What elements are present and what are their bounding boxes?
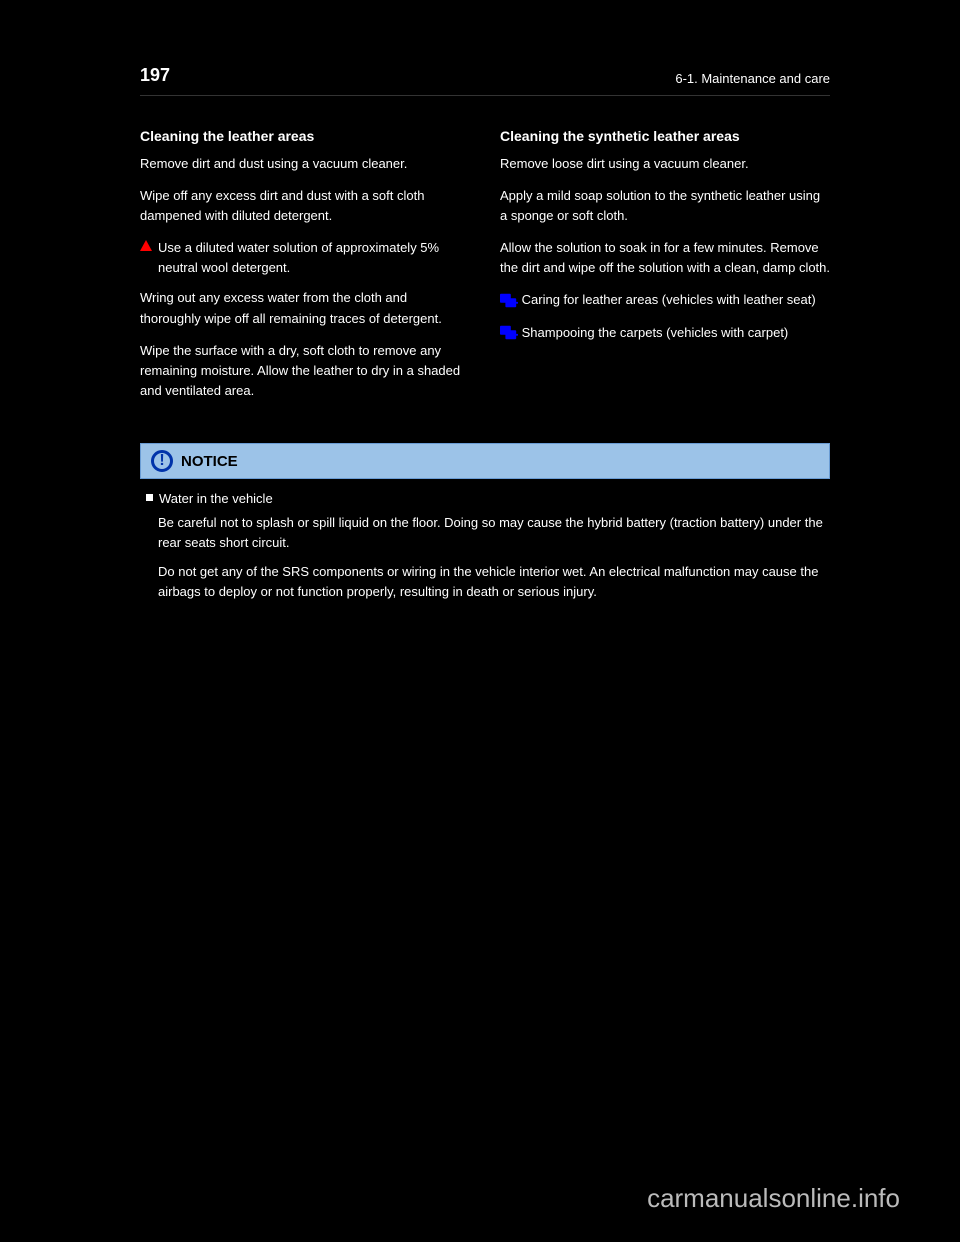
- warning-triangle-icon: [140, 240, 152, 251]
- notice-item-1-title: Water in the vehicle: [159, 489, 273, 509]
- left-bullet-4: Wring out any excess water from the clot…: [140, 288, 470, 328]
- page-number: 197: [140, 65, 170, 86]
- section-label: 6-1. Maintenance and care: [675, 71, 830, 86]
- link-icon[interactable]: [500, 326, 518, 340]
- related-link-1[interactable]: Caring for leather areas (vehicles with …: [522, 292, 816, 307]
- square-bullet-icon: [146, 494, 153, 501]
- left-bullet-2: Wipe off any excess dirt and dust with a…: [140, 186, 470, 226]
- notice-item-1: Water in the vehicle: [146, 489, 830, 509]
- link-icon[interactable]: [500, 294, 518, 308]
- right-bullet-3: Allow the solution to soak in for a few …: [500, 238, 830, 278]
- left-bullet-1: Remove dirt and dust using a vacuum clea…: [140, 154, 470, 174]
- notice-box: ! NOTICE: [140, 443, 830, 479]
- related-link-2[interactable]: Shampooing the carpets (vehicles with ca…: [522, 325, 789, 340]
- page-container: 197 6-1. Maintenance and care Cleaning t…: [0, 0, 960, 1242]
- notice-exclamation-glyph: !: [159, 453, 164, 469]
- notice-point-1: Be careful not to splash or spill liquid…: [158, 513, 830, 553]
- notice-content: Water in the vehicle Be careful not to s…: [140, 489, 830, 602]
- left-bullet-3: Use a diluted water solution of approxim…: [158, 238, 470, 278]
- right-bullet-1: Remove loose dirt using a vacuum cleaner…: [500, 154, 830, 174]
- notice-exclamation-icon: !: [151, 450, 173, 472]
- right-heading: Cleaning the synthetic leather areas: [500, 126, 830, 148]
- notice-point-2: Do not get any of the SRS components or …: [158, 562, 830, 602]
- watermark: carmanualsonline.info: [647, 1183, 900, 1214]
- left-column: Cleaning the leather areas Remove dirt a…: [140, 120, 470, 413]
- body-content: Cleaning the leather areas Remove dirt a…: [140, 120, 830, 602]
- notice-label: NOTICE: [181, 453, 238, 470]
- right-bullet-2: Apply a mild soap solution to the synthe…: [500, 186, 830, 226]
- header-divider: [140, 95, 830, 96]
- right-column: Cleaning the synthetic leather areas Rem…: [500, 120, 830, 413]
- two-column-layout: Cleaning the leather areas Remove dirt a…: [140, 120, 830, 413]
- related-link-1-row: Caring for leather areas (vehicles with …: [500, 290, 830, 310]
- left-bullet-3-row: Use a diluted water solution of approxim…: [140, 238, 470, 278]
- page-header: 197 6-1. Maintenance and care: [140, 65, 830, 86]
- left-heading: Cleaning the leather areas: [140, 126, 470, 148]
- related-link-2-row: Shampooing the carpets (vehicles with ca…: [500, 323, 830, 343]
- left-bullet-5: Wipe the surface with a dry, soft cloth …: [140, 341, 470, 401]
